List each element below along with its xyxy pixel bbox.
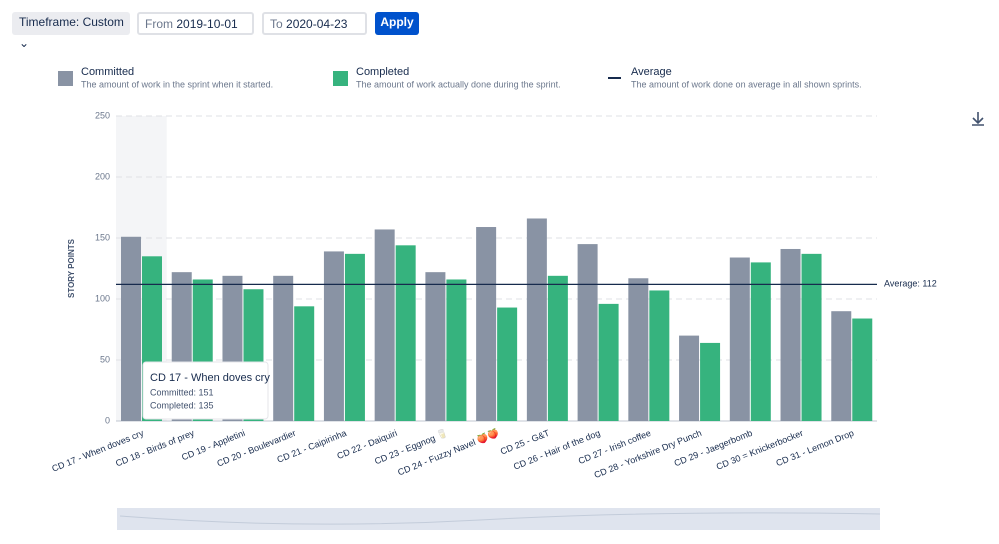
- legend-name: Completed: [356, 66, 409, 78]
- bar: [344, 253, 365, 421]
- tooltip-box: [142, 361, 269, 420]
- navigator-line: [119, 512, 881, 525]
- bar: [273, 275, 294, 421]
- to-field[interactable]: To 2020-04-23: [262, 12, 367, 35]
- bar: [395, 245, 416, 421]
- bar: [679, 335, 700, 421]
- bar: [831, 311, 852, 421]
- timeframe-text: Timeframe: Custom: [19, 15, 124, 29]
- bar: [446, 279, 467, 421]
- from-field[interactable]: From 2019-10-01: [137, 12, 254, 35]
- legend-name: Committed: [81, 66, 134, 78]
- bar: [526, 218, 547, 421]
- y-tick-label: 200: [95, 171, 110, 181]
- to-label: To: [270, 17, 283, 31]
- tooltip-title: CD 17 - When doves cry: [150, 372, 270, 384]
- legend-description: The amount of work in the sprint when it…: [81, 79, 273, 89]
- y-tick-label: 100: [95, 293, 110, 303]
- bar: [547, 275, 568, 421]
- to-date: 2020-04-23: [286, 17, 348, 31]
- download-icon[interactable]: [972, 112, 984, 126]
- apply-button[interactable]: Apply: [375, 12, 419, 35]
- bar: [121, 236, 141, 421]
- bar: [425, 272, 446, 421]
- bar: [729, 257, 750, 421]
- tooltip: CD 17 - When doves cry Committed: 151 Comp…: [142, 361, 270, 420]
- legend-swatch: [58, 71, 73, 86]
- bar: [801, 253, 822, 421]
- apply-text: Apply: [380, 15, 414, 29]
- y-tick-label: 250: [95, 110, 110, 120]
- bar: [598, 303, 619, 421]
- bar: [323, 251, 344, 421]
- bar: [780, 248, 801, 421]
- bar: [294, 306, 315, 421]
- legend-name: Average: [631, 66, 672, 78]
- bar: [497, 307, 518, 421]
- tooltip-line: Completed: 135: [150, 400, 214, 410]
- from-date: 2019-10-01: [176, 17, 238, 31]
- x-tick-label: CD 30 = Knickerbocker: [715, 428, 805, 472]
- y-tick-label: 150: [95, 232, 110, 242]
- bar: [700, 342, 721, 421]
- x-tick-label: CD 17 - When doves cry: [50, 428, 145, 474]
- legend-description: The amount of work done on average in al…: [631, 79, 862, 89]
- bar: [374, 229, 395, 421]
- bar: [852, 318, 873, 421]
- bar: [628, 278, 649, 421]
- average-label: Average: 112: [884, 279, 937, 289]
- x-tick-label: CD 26 - Hair of the dog: [512, 428, 602, 472]
- bar: [476, 227, 497, 421]
- bar: [649, 290, 670, 421]
- y-tick-label: 50: [100, 354, 110, 364]
- bar: [577, 244, 598, 421]
- legend-swatch: [333, 71, 348, 86]
- bar: [750, 262, 771, 421]
- y-axis-title: STORY POINTS: [67, 238, 76, 298]
- tooltip-line: Committed: 151: [150, 387, 214, 397]
- legend-description: The amount of work actually done during …: [356, 79, 561, 89]
- y-tick-label: 0: [105, 415, 110, 425]
- timeframe-button[interactable]: Timeframe: Custom ⌄: [12, 12, 130, 50]
- from-label: From: [145, 17, 173, 31]
